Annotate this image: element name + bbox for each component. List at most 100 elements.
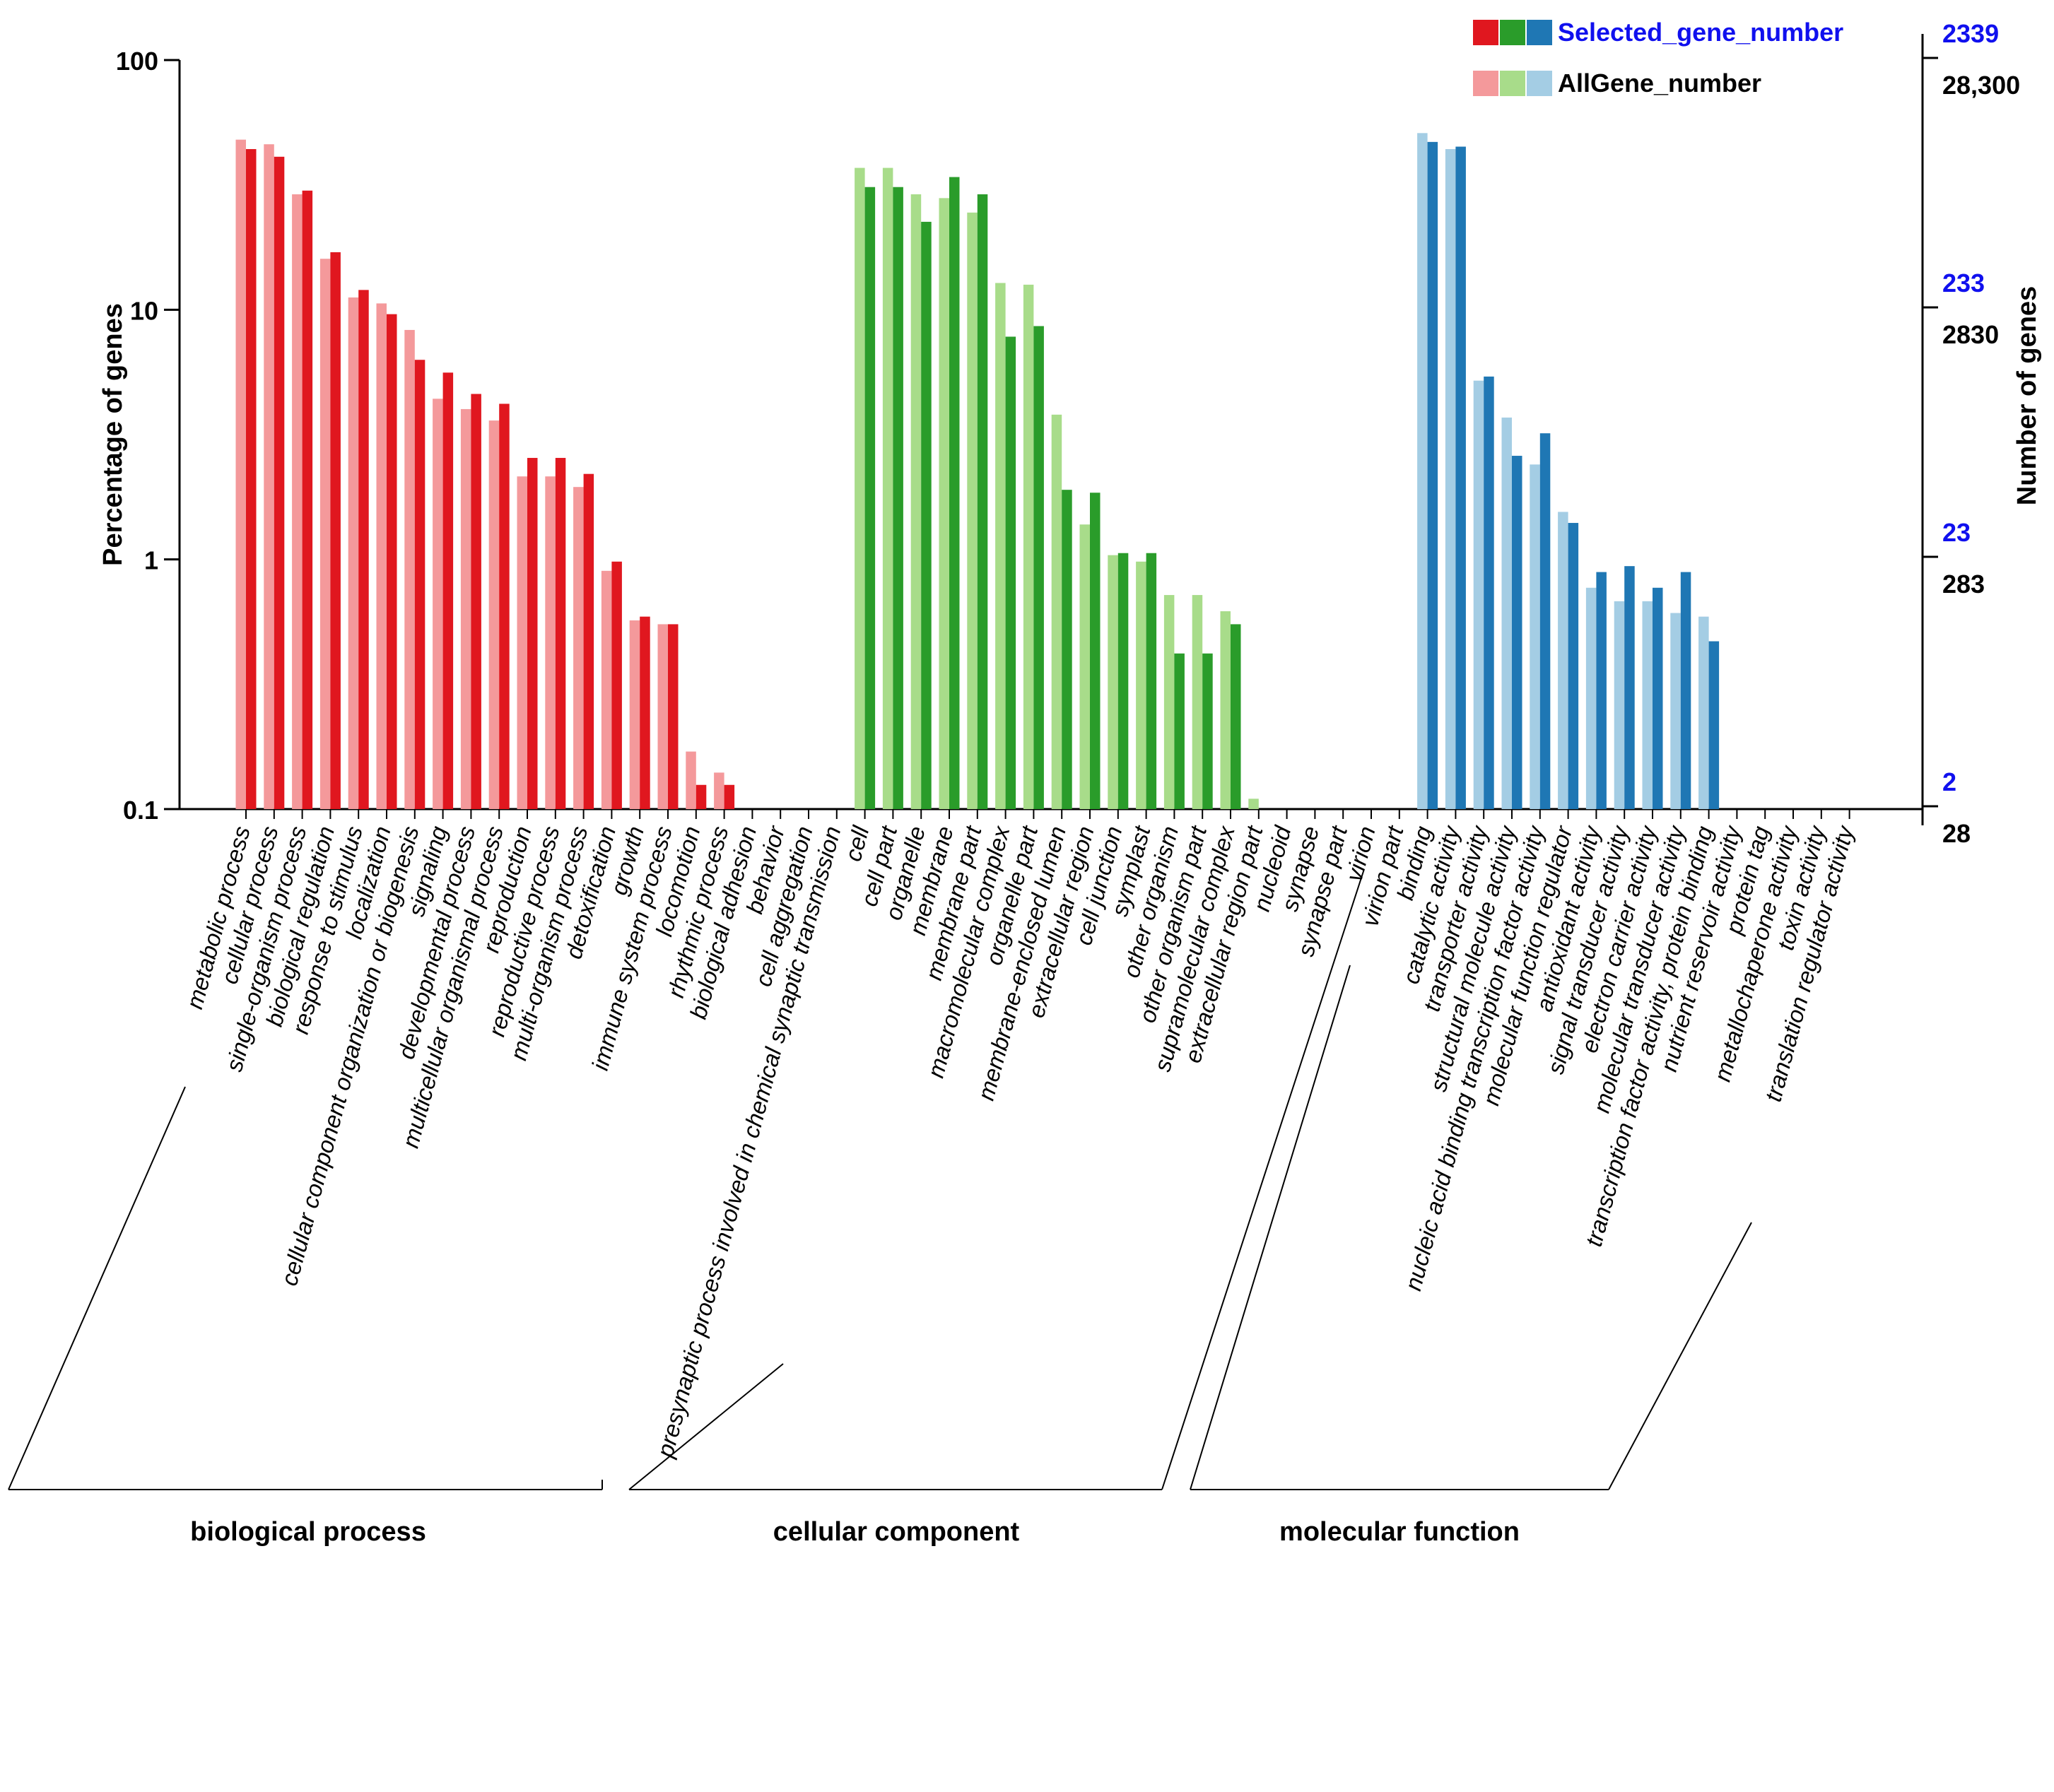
bar-all [1530,464,1540,809]
bar-all [348,297,359,809]
y2-tick-label-all: 28 [1942,819,1971,848]
legend-swatch-selected [1473,20,1498,45]
group-label: biological process [190,1517,426,1547]
bar-selected [949,177,960,809]
bar-all [573,487,584,809]
bar-all [714,772,724,809]
bar-all [855,167,865,809]
bar-selected [387,314,397,809]
bar-selected [1005,336,1016,809]
bar-selected [1484,376,1494,809]
legend-swatch-all [1500,71,1525,96]
bar-selected [1455,146,1466,809]
bar-all [1698,616,1709,809]
bar-selected [471,394,481,809]
legend: Selected_gene_number AllGene_number [1473,18,1843,98]
bar-selected [1062,490,1072,809]
bar-all [910,194,922,809]
y-tick-label: 100 [116,47,158,76]
y-tick-label: 1 [144,546,158,575]
bar-selected [640,616,650,809]
bar-all [1670,613,1681,809]
bar-selected [1568,523,1579,809]
y2-tick-label-selected: 2 [1942,767,1956,796]
bar-all [882,167,893,809]
bar-all [995,283,1006,809]
legend-swatch-selected [1527,20,1552,45]
bar-all [264,144,274,809]
legend-swatch-all [1473,71,1498,96]
bar-selected [1202,653,1213,809]
bracket-right-edge [1608,1222,1752,1490]
bar-selected [1596,572,1607,809]
bar-selected [1624,566,1635,809]
bar-selected [583,473,594,809]
bar-selected [330,252,341,809]
bar-all [1445,148,1456,810]
y-tick-label: 10 [130,296,158,325]
bar-all [404,329,415,809]
bar-selected [414,360,426,809]
bar-all [939,198,949,809]
bar-all [1220,611,1231,809]
bar-all [376,303,387,809]
bar-all [1585,587,1597,809]
bar-selected [1512,456,1522,809]
bar-selected [442,372,454,809]
bar-all [517,476,527,809]
y2-tick-label-all: 283 [1942,570,1985,599]
y2-tick-label-selected: 23 [1942,518,1971,547]
bar-selected [1174,653,1185,809]
bar-all [967,212,978,809]
bar-all [1163,595,1175,809]
bar-selected [977,194,988,809]
bar-all [545,476,556,809]
legend-label-all: AllGene_number [1558,69,1761,98]
bar-all [1136,561,1146,809]
bar-selected [302,190,313,809]
y2-tick-label-all: 2830 [1942,320,1999,349]
bar-selected [893,187,903,809]
bar-selected [1117,553,1129,809]
y-tick-label: 0.1 [123,796,158,825]
bar-selected [1680,572,1691,809]
bar-selected [1653,587,1663,809]
bar-all [1051,414,1062,809]
bar-all [1023,284,1034,809]
bar-selected [921,221,932,809]
bar-all [657,624,668,809]
bar-all [1417,133,1428,810]
bar-all [1614,601,1625,809]
bar-all [292,194,303,809]
y2-tick-label-selected: 233 [1942,269,1985,297]
bar-all [1558,512,1568,809]
bar-all [686,751,696,809]
bar-all [433,399,443,809]
bar-selected [1033,326,1044,810]
bar-selected [1539,433,1551,809]
bracket-left-edge [628,1363,784,1490]
group-brackets: biological process cellular component mole… [8,868,1752,1547]
legend-swatch-all [1527,71,1552,96]
y2-axis-title: Number of genes [2012,286,2042,505]
bracket-left-edge [1190,965,1351,1490]
legend-swatch-selected [1500,20,1525,45]
bar-all [1108,555,1118,809]
y2-tick-label-selected: 2339 [1942,19,1999,48]
bracket-right-edge [1161,868,1365,1490]
legend-label-selected: Selected_gene_number [1558,18,1843,47]
bars [235,133,1720,810]
bar-selected [611,561,622,809]
bar-selected [555,458,566,809]
bar-selected [527,458,538,809]
y2-tick-label-all: 28,300 [1942,71,2020,100]
bar-all [629,620,640,809]
bar-all [1079,524,1090,809]
group-label: cellular component [773,1517,1020,1547]
bar-selected [724,784,735,809]
bar-selected [1427,141,1438,809]
bar-all [601,570,612,809]
bar-selected [1090,493,1101,809]
